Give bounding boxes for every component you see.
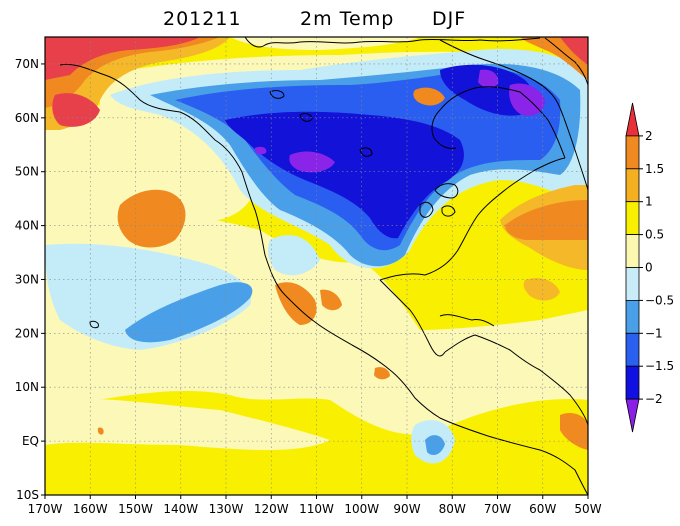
lat-tick-label: 50N: [15, 165, 39, 179]
lat-tick-label: 10N: [15, 380, 39, 394]
pale-cool-southwest: [267, 235, 320, 276]
atlantic-coast: [379, 157, 566, 281]
longitude-axis-labels: 170W 160W 150W 140W 130W 120W 110W 100W 90W 80W 70…: [28, 495, 602, 516]
lon-tick-label: 90W: [393, 502, 420, 516]
very-strong-cool-plains: [225, 111, 464, 239]
warm-hudson-west: [413, 87, 445, 106]
strong-warm-greenland: [560, 37, 588, 65]
hawaii-islands: [89, 320, 99, 329]
great-bear-lake: [269, 90, 285, 99]
warm-south-america: [560, 413, 588, 450]
cool-eastpacific-band: [125, 282, 253, 343]
title-season: DJF: [432, 8, 466, 30]
colorbar: 2 1.5 1 0.5 0 −0.5 −1 −1.5 −2: [625, 102, 674, 433]
pale-warm-tropics: [45, 398, 330, 450]
colorbar-level-label: 1: [645, 195, 653, 209]
gridlines: [45, 37, 588, 495]
colorbar-segment: [625, 234, 640, 268]
very-strong-cool-ontario: [418, 128, 455, 158]
lat-tick-label: 60N: [15, 111, 39, 125]
title-variable: 2m Temp: [300, 8, 394, 30]
strong-warm-bering: [52, 93, 100, 127]
great-lakes-michigan: [419, 201, 434, 218]
lon-tick-label: 80W: [439, 502, 466, 516]
lon-tick-label: 60W: [529, 502, 556, 516]
lon-tick-label: 50W: [574, 502, 601, 516]
colorbar-segment: [625, 332, 640, 367]
pale-warm-arctic: [230, 37, 420, 50]
lake-winnipeg: [359, 147, 373, 157]
lon-tick-label: 130W: [209, 502, 244, 516]
colorbar-level-label: −0.5: [645, 293, 674, 307]
warm-northwest-atlantic: [505, 200, 588, 240]
pacific-coast: [59, 63, 486, 436]
colorbar-level-label: 0: [645, 261, 653, 275]
extreme-cool-prairies: [289, 151, 335, 173]
south-america-caribbean-coast: [444, 334, 588, 426]
great-slave-lake: [299, 113, 313, 122]
colorbar-segment: [625, 299, 640, 334]
lat-tick-label: 20N: [15, 326, 39, 340]
colorbar-level-label: −1.5: [645, 359, 674, 373]
lat-tick-label: 10S: [16, 488, 39, 502]
colorbar-segment: [625, 267, 640, 301]
strong-warm-alaska: [45, 37, 200, 80]
latitude-axis-labels: 70N 60N 50N 40N 30N 20N 10N EQ 10S: [15, 57, 45, 502]
great-lakes-huron: [441, 205, 456, 217]
colorbar-segment: [625, 135, 640, 170]
hudson-bay-coast: [431, 86, 566, 159]
extreme-cool-hudson-core: [478, 69, 499, 88]
lat-tick-label: 30N: [15, 272, 39, 286]
colorbar-level-label: 0.5: [645, 228, 664, 242]
cuba-coast: [439, 314, 495, 327]
colorbar-level-label: −1: [645, 326, 663, 340]
colorbar-level-label: 1.5: [645, 162, 664, 176]
moderate-warm-atlantic-offshore: [523, 278, 560, 301]
lon-tick-label: 120W: [254, 502, 289, 516]
title-date: 201211: [163, 8, 242, 30]
colorbar-level-label: −2: [645, 392, 663, 406]
extreme-cool-westcanada: [254, 146, 267, 155]
colorbar-segment: [625, 398, 640, 433]
arctic-coast: [244, 37, 541, 48]
lat-tick-label: 70N: [15, 57, 39, 71]
colorbar-level-label: 2: [645, 129, 653, 143]
great-lakes-superior: [434, 183, 459, 199]
colorbar-segment: [625, 201, 640, 235]
coastlines: [59, 37, 588, 495]
colorbar-segment: [625, 102, 640, 137]
labrador-coast: [439, 39, 588, 191]
lon-tick-label: 170W: [28, 502, 63, 516]
lon-tick-label: 140W: [163, 502, 198, 516]
lon-tick-label: 70W: [484, 502, 511, 516]
colorbar-segment: [625, 365, 640, 400]
lat-tick-label: 40N: [15, 219, 39, 233]
greenland-coast: [544, 37, 588, 86]
temperature-anomaly-field: [45, 37, 588, 495]
lon-tick-label: 110W: [299, 502, 334, 516]
warm-northeast-pacific: [117, 189, 186, 248]
colorbar-segment: [625, 168, 640, 203]
warm-equatorial-spot: [97, 427, 104, 435]
lon-tick-label: 150W: [118, 502, 153, 516]
lon-tick-label: 100W: [344, 502, 379, 516]
cool-panama-core: [425, 435, 445, 456]
gulf-of-mexico-coast: [379, 279, 446, 357]
warm-central-america: [374, 367, 390, 380]
lon-tick-label: 160W: [73, 502, 108, 516]
very-strong-cool-hudson: [440, 64, 535, 116]
south-america-pacific-coast: [484, 434, 588, 495]
warm-mexico-coast: [320, 289, 342, 311]
lat-tick-label: EQ: [22, 434, 39, 448]
